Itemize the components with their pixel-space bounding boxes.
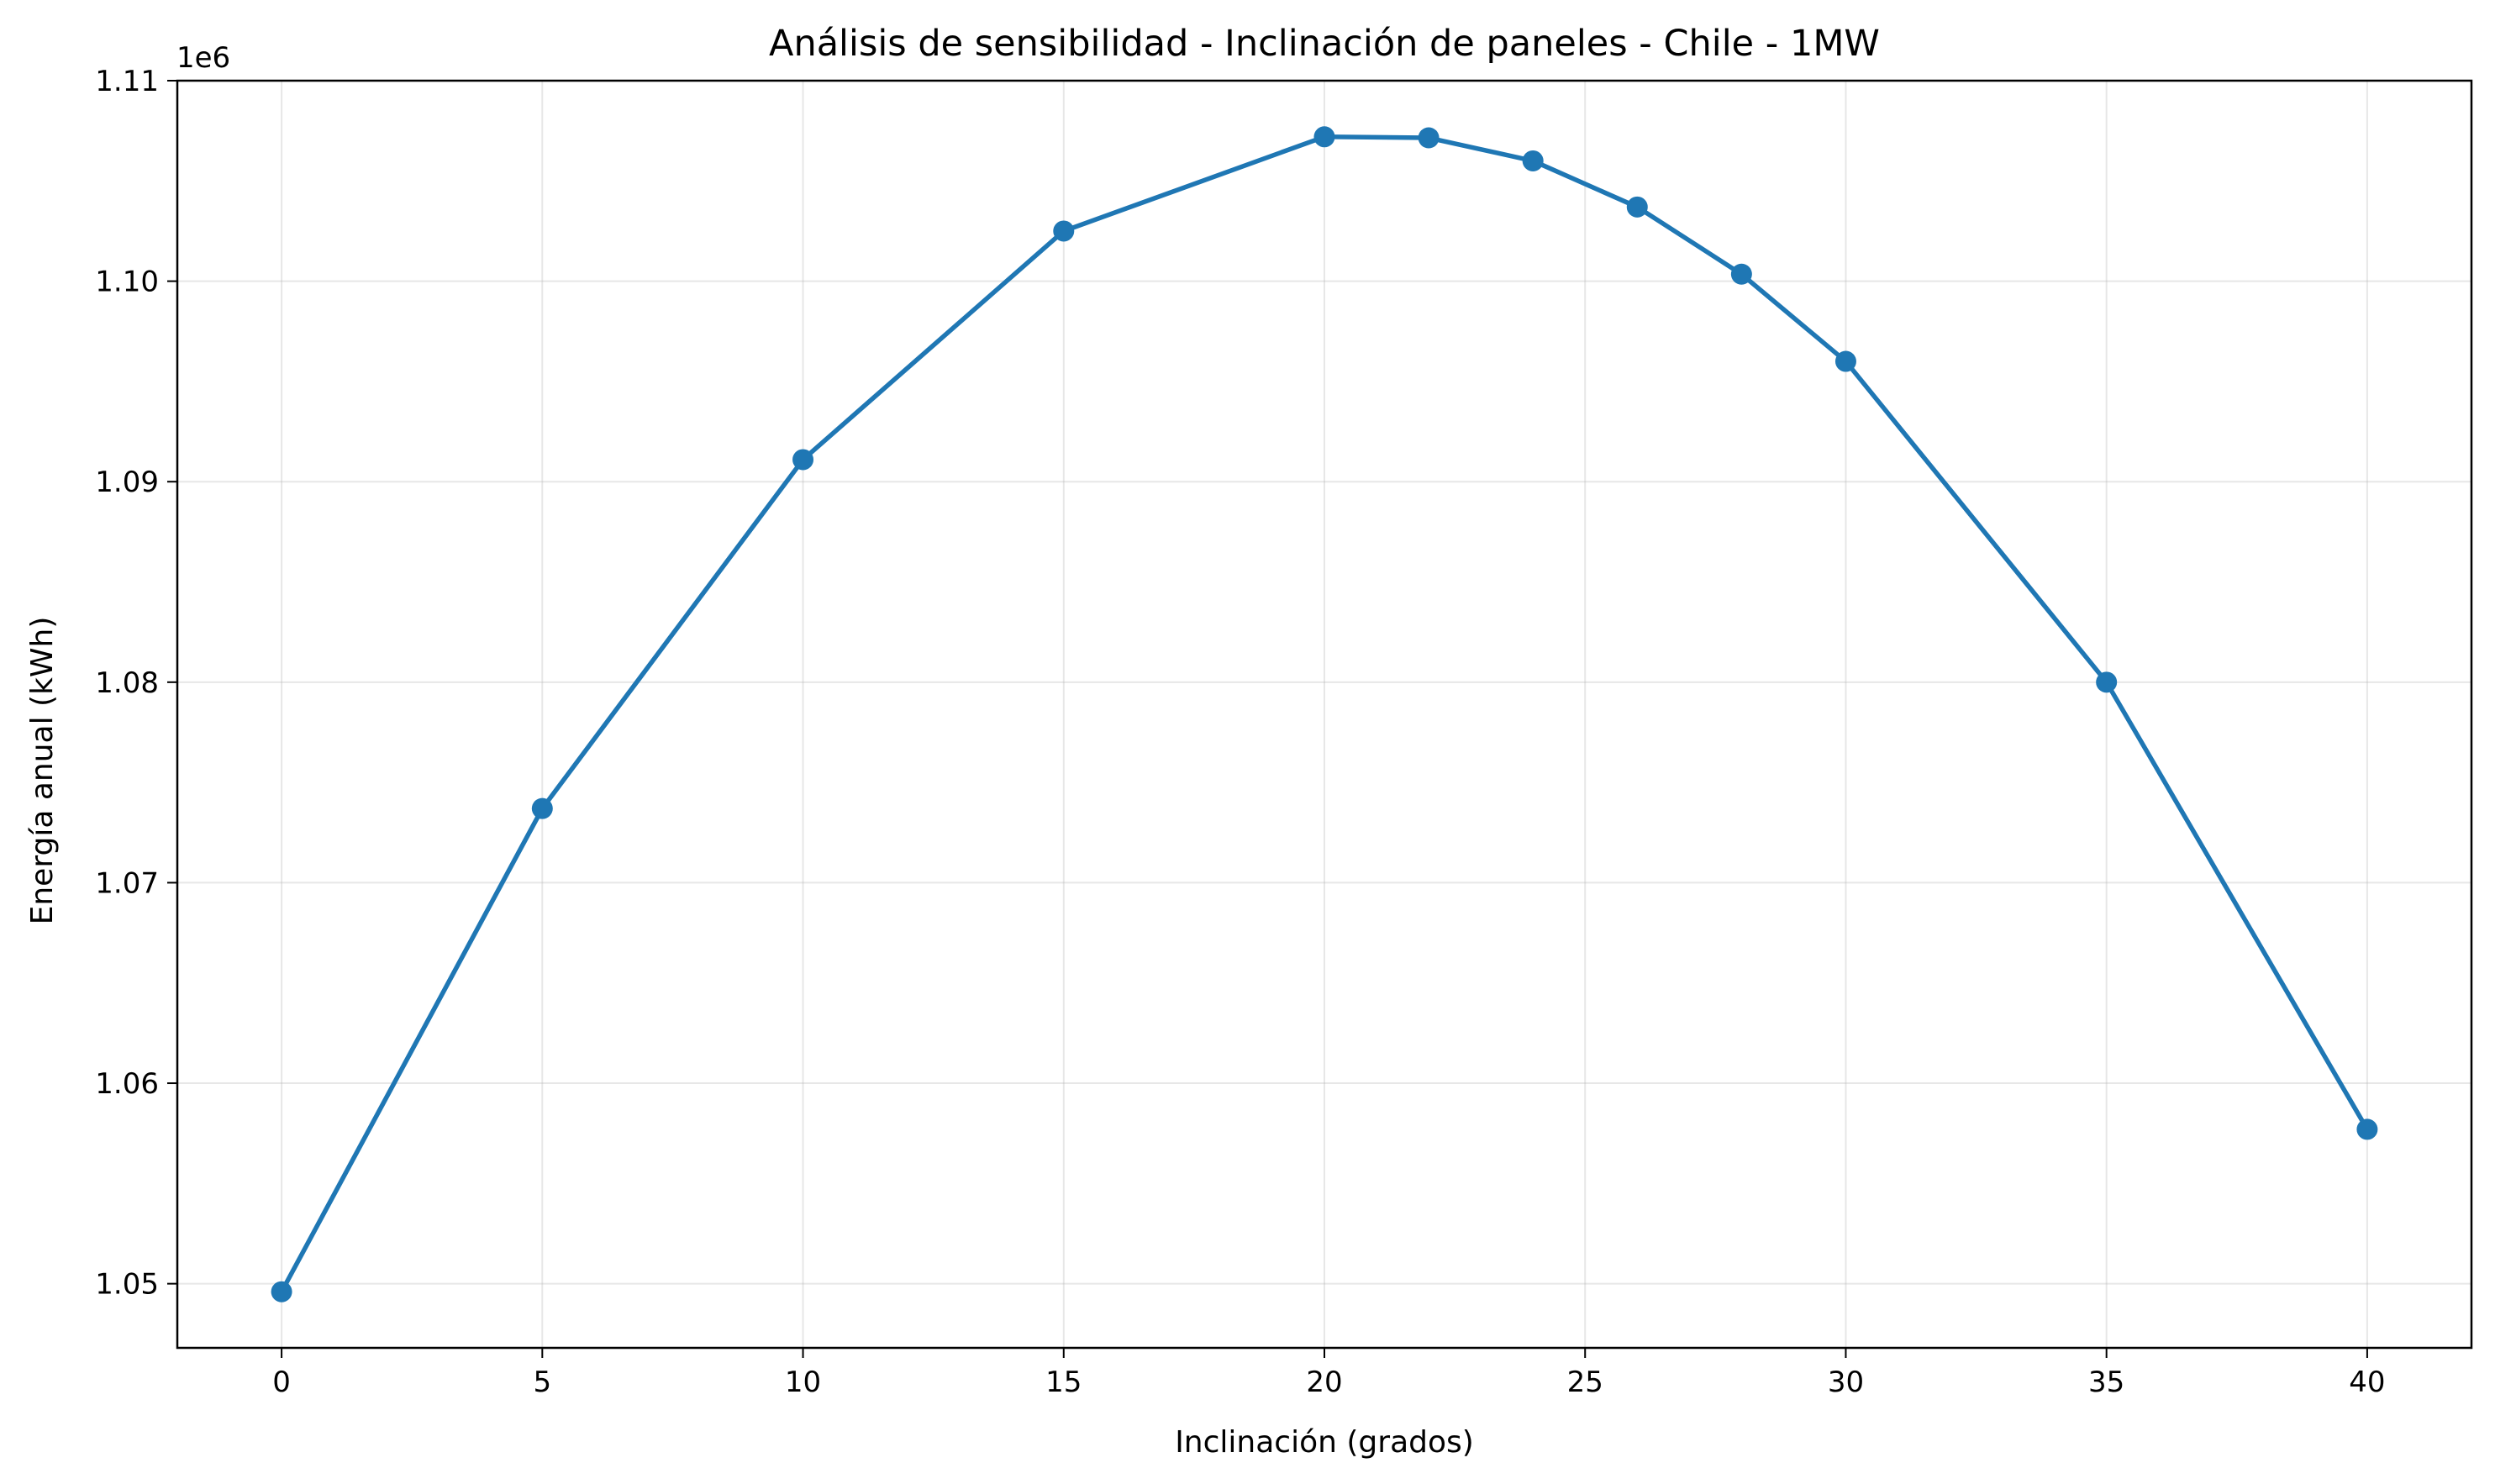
axis-ticks: 0 5 10 15 20 25 30 35 40 1.05 1.06 1.07 1.08 1.09 1.10… xyxy=(95,65,2385,1399)
y-axis-label: Energía anual (kWh) xyxy=(25,617,60,925)
data-point xyxy=(1313,126,1335,148)
data-point xyxy=(1053,220,1075,242)
y-tick-label: 1.09 xyxy=(95,466,159,499)
data-point xyxy=(2356,1118,2378,1140)
data-point xyxy=(792,449,814,471)
data-point xyxy=(531,797,553,819)
x-tick-label: 20 xyxy=(1306,1366,1342,1399)
data-point xyxy=(271,1281,292,1302)
x-tick-label: 35 xyxy=(2088,1366,2124,1399)
chart-title: Análisis de sensibilidad - Inclinación d… xyxy=(769,23,1880,65)
data-point xyxy=(1730,263,1752,285)
y-tick-label: 1.08 xyxy=(95,666,159,700)
data-point xyxy=(1522,150,1544,171)
x-tick-label: 15 xyxy=(1045,1366,1082,1399)
x-tick-label: 5 xyxy=(533,1366,551,1399)
x-tick-label: 0 xyxy=(272,1366,291,1399)
x-tick-label: 40 xyxy=(2349,1366,2385,1399)
data-point xyxy=(1834,350,1856,372)
y-tick-label: 1.05 xyxy=(95,1268,159,1302)
x-tick-label: 30 xyxy=(1828,1366,1864,1399)
y-tick-label: 1.07 xyxy=(95,866,159,900)
data-point xyxy=(2096,671,2118,693)
y-axis-offset-label: 1e6 xyxy=(176,41,230,75)
y-tick-label: 1.06 xyxy=(95,1067,159,1101)
data-point xyxy=(1626,196,1648,218)
x-tick-label: 10 xyxy=(785,1366,821,1399)
data-series xyxy=(271,126,2378,1302)
data-point xyxy=(1418,127,1440,149)
x-tick-label: 25 xyxy=(1567,1366,1603,1399)
grid-lines xyxy=(177,80,2471,1348)
series-line xyxy=(279,134,2370,1294)
x-axis-label: Inclinación (grados) xyxy=(1175,1425,1474,1460)
y-tick-label: 1.10 xyxy=(95,266,159,299)
y-tick-label: 1.11 xyxy=(95,65,159,98)
